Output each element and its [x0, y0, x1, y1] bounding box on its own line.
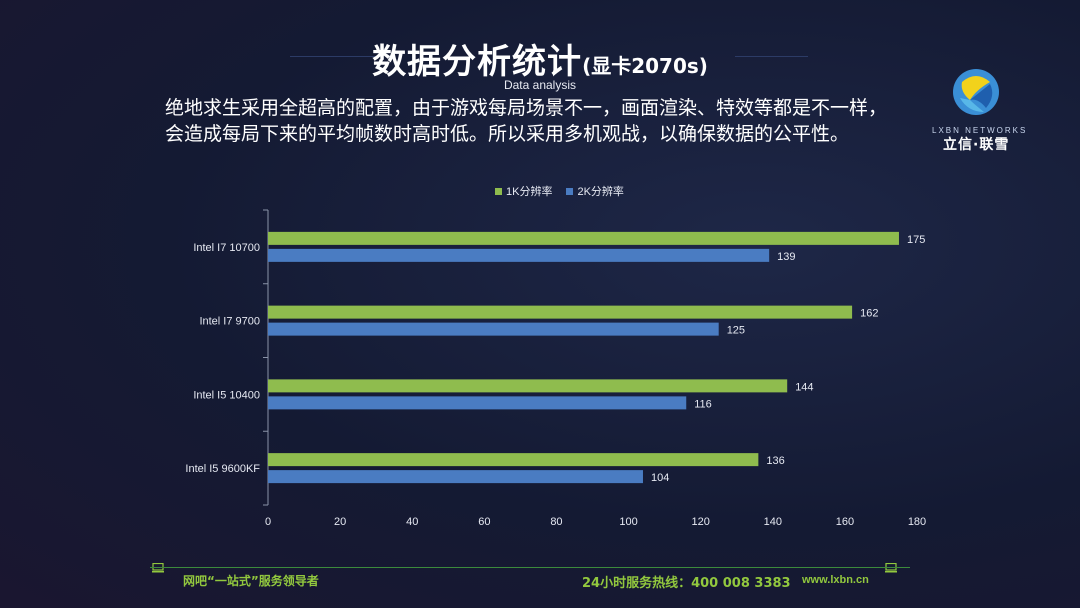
data-label: 104	[651, 472, 669, 484]
legend-item-series1: 1K分辨率	[495, 183, 552, 199]
x-tick-label: 60	[478, 516, 490, 528]
x-tick-label: 20	[334, 516, 346, 528]
bar-series1	[268, 379, 788, 393]
category-label: Intel I5 10400	[193, 389, 260, 401]
chart-legend: 1K分辨率 2K分辨率	[495, 183, 624, 199]
description-line-2: 会造成每局下来的平均帧数时高时低。所以采用多机观战，以确保数据的公平性。	[165, 123, 850, 145]
footer-hotline: 24小时服务热线：400 008 3383	[582, 576, 791, 591]
title-left-line	[290, 56, 382, 57]
footer-url[interactable]: www.lxbn.cn	[802, 574, 869, 586]
data-label: 144	[795, 381, 813, 393]
description-line-1: 绝地求生采用全超高的配置，由于游戏每局场景不一，画面渲染、特效等都是不一样，	[165, 97, 888, 119]
computer-icon-left	[152, 563, 164, 573]
bar-series1	[268, 231, 899, 245]
logo-en-text: LXBN NETWORKS	[932, 126, 1028, 135]
data-label: 125	[727, 325, 745, 337]
legend-label-series1: 1K分辨率	[506, 186, 553, 198]
footer-slogan: 网吧“一站式”服务领导者	[183, 574, 319, 588]
x-tick-label: 120	[691, 516, 709, 528]
brand-logo-icon	[953, 69, 999, 115]
bar-series2	[268, 248, 770, 262]
bar-series2	[268, 322, 719, 336]
computer-icon-right	[885, 563, 897, 573]
x-tick-label: 180	[908, 516, 926, 528]
legend-swatch-series1	[495, 187, 502, 195]
page-title-suffix: (显卡2070s)	[582, 54, 708, 78]
title-right-line	[735, 56, 808, 57]
x-tick-label: 140	[764, 516, 782, 528]
data-label: 116	[694, 398, 712, 410]
legend-label-series2: 2K分辨率	[577, 186, 624, 198]
x-tick-label: 100	[619, 516, 637, 528]
data-label: 139	[777, 251, 795, 263]
page-subtitle: Data analysis	[503, 78, 577, 92]
x-tick-label: 160	[836, 516, 854, 528]
bar-series1	[268, 305, 853, 319]
description: 绝地求生采用全超高的配置，由于游戏每局场景不一，画面渲染、特效等都是不一样， 会…	[165, 95, 935, 147]
page-title: 数据分析统计(显卡2070s)	[0, 34, 1080, 83]
page-title-main: 数据分析统计	[372, 42, 583, 82]
legend-item-series2: 2K分辨率	[566, 183, 624, 199]
footer-divider	[150, 567, 910, 568]
legend-swatch-series2	[566, 187, 574, 195]
logo-cn-text: 立信·联雪	[943, 137, 1010, 153]
category-label: Intel I7 10700	[193, 242, 260, 254]
bar-series2	[268, 396, 687, 410]
data-label: 175	[907, 234, 925, 246]
category-label: Intel I7 9700	[199, 316, 260, 328]
x-tick-label: 40	[406, 516, 418, 528]
x-tick-label: 80	[550, 516, 562, 528]
data-label: 162	[860, 308, 878, 320]
x-tick-label: 0	[265, 516, 271, 528]
category-label: Intel I5 9600KF	[185, 463, 260, 475]
bar-series1	[268, 453, 759, 467]
bar-series2	[268, 470, 643, 484]
data-label: 136	[766, 455, 784, 467]
